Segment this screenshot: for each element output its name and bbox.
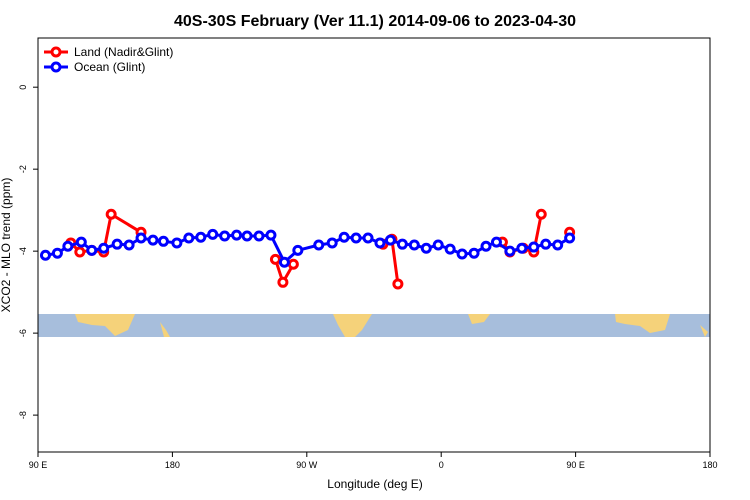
data-point bbox=[535, 208, 547, 220]
data-point bbox=[123, 239, 135, 251]
data-point bbox=[86, 244, 98, 256]
data-point bbox=[480, 240, 492, 252]
data-point bbox=[564, 232, 576, 244]
data-point bbox=[420, 242, 432, 254]
data-point bbox=[392, 278, 404, 290]
data-point bbox=[231, 229, 243, 241]
x-axis-label: Longitude (deg E) bbox=[327, 477, 422, 491]
data-point bbox=[39, 249, 51, 261]
data-point bbox=[105, 208, 117, 220]
data-point bbox=[287, 258, 299, 270]
map-strip bbox=[38, 314, 710, 337]
data-point bbox=[62, 240, 74, 252]
data-point bbox=[75, 236, 87, 248]
y-axis-label: XCO2 - MLO trend (ppm) bbox=[0, 178, 13, 313]
data-point bbox=[207, 228, 219, 240]
data-point bbox=[219, 230, 231, 242]
data-point bbox=[292, 244, 304, 256]
legend-label: Ocean (Glint) bbox=[74, 60, 145, 74]
y-tick-label: -8 bbox=[18, 411, 28, 419]
data-point bbox=[326, 237, 338, 249]
data-point bbox=[74, 246, 86, 258]
data-point bbox=[408, 239, 420, 251]
legend-marker bbox=[50, 61, 62, 73]
data-point bbox=[456, 248, 468, 260]
data-point bbox=[269, 253, 281, 265]
data-point bbox=[384, 234, 396, 246]
data-point bbox=[432, 239, 444, 251]
data-point bbox=[265, 229, 277, 241]
data-point bbox=[444, 243, 456, 255]
x-tick-label: 90 W bbox=[296, 460, 318, 470]
data-point bbox=[396, 238, 408, 250]
data-point bbox=[98, 242, 110, 254]
data-point bbox=[504, 245, 516, 257]
y-tick-label: -6 bbox=[18, 329, 28, 337]
x-tick-label: 180 bbox=[165, 460, 180, 470]
data-point bbox=[313, 239, 325, 251]
y-tick-label: 0 bbox=[18, 85, 28, 90]
x-tick-label: 90 E bbox=[566, 460, 585, 470]
data-point bbox=[51, 247, 63, 259]
data-point bbox=[338, 231, 350, 243]
data-point bbox=[183, 232, 195, 244]
data-point bbox=[468, 247, 480, 259]
data-point bbox=[147, 234, 159, 246]
x-tick-label: 180 bbox=[702, 460, 717, 470]
data-point bbox=[111, 238, 123, 250]
data-point bbox=[171, 237, 183, 249]
data-point bbox=[374, 237, 386, 249]
data-point bbox=[278, 256, 290, 268]
data-point bbox=[277, 276, 289, 288]
data-point bbox=[135, 232, 147, 244]
data-point bbox=[528, 241, 540, 253]
legend-label: Land (Nadir&Glint) bbox=[74, 45, 173, 59]
data-point bbox=[157, 235, 169, 247]
data-point bbox=[516, 242, 528, 254]
x-tick-label: 90 E bbox=[29, 460, 48, 470]
x-tick-label: 0 bbox=[439, 460, 444, 470]
data-point bbox=[195, 231, 207, 243]
data-point bbox=[253, 230, 265, 242]
data-point bbox=[241, 230, 253, 242]
chart-title: 40S-30S February (Ver 11.1) 2014-09-06 t… bbox=[174, 13, 576, 30]
plot-frame bbox=[37, 37, 711, 453]
y-tick-label: -4 bbox=[18, 247, 28, 255]
legend-marker bbox=[50, 46, 62, 58]
data-point bbox=[552, 239, 564, 251]
data-point bbox=[362, 232, 374, 244]
y-tick-label: -2 bbox=[18, 165, 28, 173]
data-point bbox=[540, 238, 552, 250]
data-point bbox=[350, 232, 362, 244]
data-point bbox=[490, 236, 502, 248]
